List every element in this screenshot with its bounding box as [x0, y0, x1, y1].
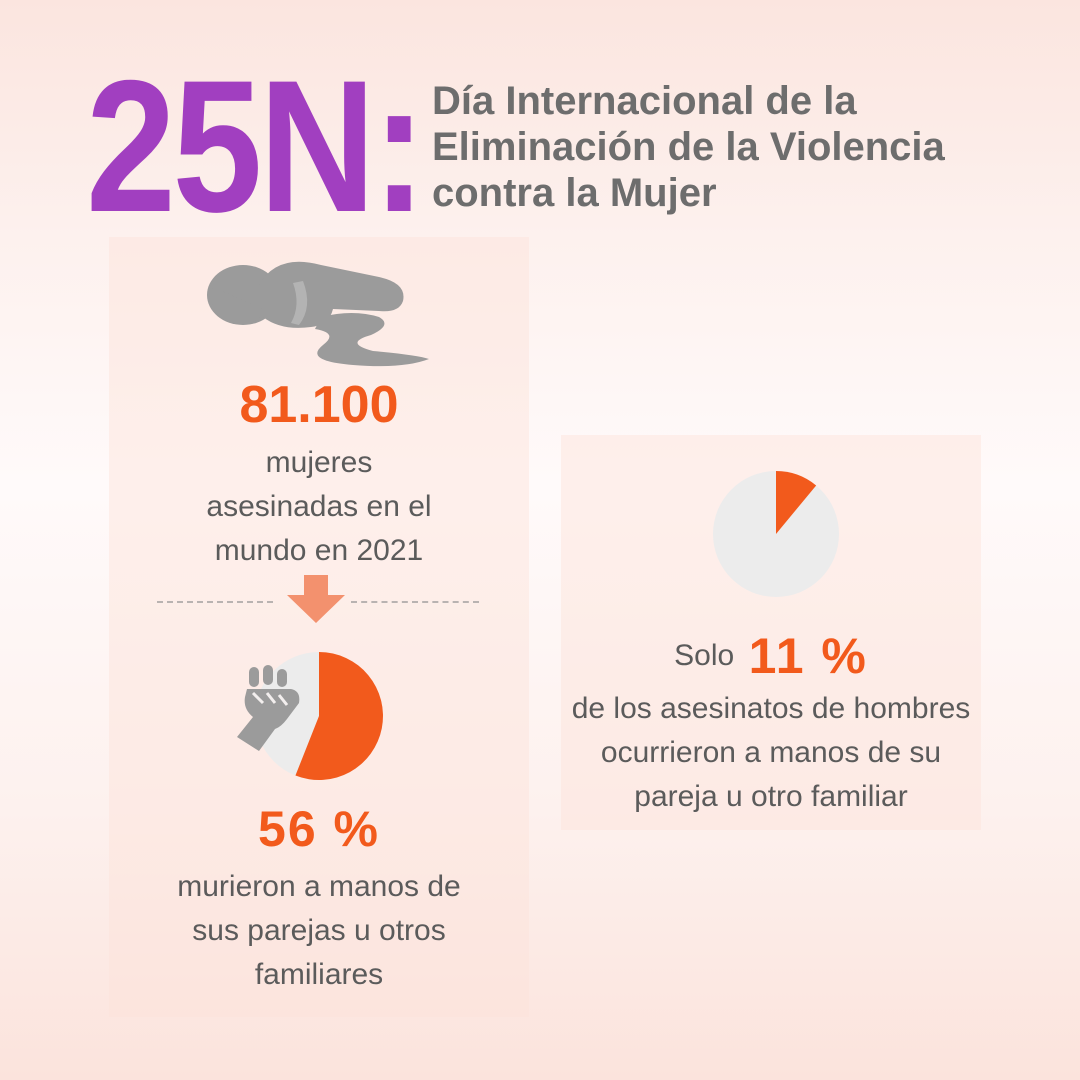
- description-line: mundo en 2021: [214, 534, 424, 567]
- divider-right: [351, 601, 479, 603]
- description-line: asesinadas en el: [206, 490, 432, 523]
- subtitle-line: Día Internacional de la: [432, 79, 857, 123]
- divider-left: [157, 601, 273, 603]
- men-percentage: 11 %: [748, 628, 868, 684]
- women-stats-card: 81.100 mujeres asesinadas en el mundo en…: [109, 237, 529, 1017]
- men-description: de los asesinatos de hombres ocurrieron …: [561, 687, 981, 819]
- partner-killings-pie: [255, 652, 383, 780]
- description-line: familiares: [254, 958, 384, 991]
- description-line: de los asesinatos de hombres: [571, 692, 971, 725]
- description-line: sus parejas u otros: [192, 914, 446, 947]
- description-line: murieron a manos de: [177, 870, 461, 903]
- pie-slice-56: [295, 652, 383, 780]
- men-stat-line: Solo 11 %: [561, 627, 981, 685]
- women-killed-count: 81.100: [239, 376, 399, 434]
- solo-label: Solo: [674, 639, 735, 672]
- partner-killings-description: murieron a manos de sus parejas u otros …: [109, 865, 529, 997]
- header: 25N: Día Internacional de la Eliminación…: [0, 0, 1080, 240]
- subtitle-line: contra la Mujer: [432, 171, 717, 215]
- arrow-down-icon: [287, 575, 345, 623]
- partner-killings-percentage: 56 %: [258, 801, 380, 857]
- men-partner-killings-pie: [713, 471, 839, 597]
- raised-fist-icon: [237, 665, 300, 751]
- description-line: pareja u otro familiar: [634, 780, 908, 813]
- description-line: mujeres: [265, 446, 373, 479]
- men-stats-card: Solo 11 % de los asesinatos de hombres o…: [561, 435, 981, 830]
- pie-slice-11: [776, 471, 817, 534]
- description-line: ocurrieron a manos de su: [600, 736, 942, 769]
- subtitle-line: Eliminación de la Violencia: [432, 125, 945, 169]
- subtitle: Día Internacional de la Eliminación de l…: [432, 78, 1052, 216]
- women-killed-description: mujeres asesinadas en el mundo en 2021: [109, 441, 529, 573]
- big-title: 25N:: [86, 41, 426, 251]
- lying-figure-icon: [207, 261, 429, 367]
